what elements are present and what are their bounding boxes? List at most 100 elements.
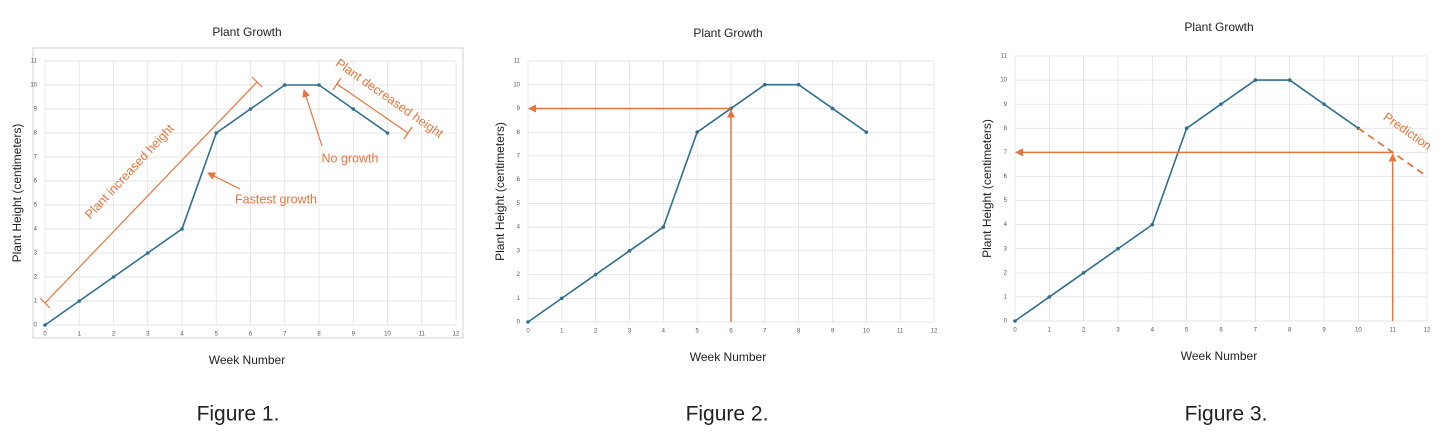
annotation: Plant decreased height [333,56,446,141]
x-tick-label: 3 [1116,328,1120,334]
y-tick-label: 2 [517,272,521,278]
y-tick-label: 2 [34,275,38,281]
y-axis-label: Plant Height (centimeters) [980,119,994,258]
data-point [1253,78,1258,82]
data-point [282,83,287,87]
x-tick-label: 6 [249,332,253,338]
y-axis-label: Plant Height (centimeters) [493,122,507,261]
bracket-cap [332,77,342,91]
data-point [111,275,116,279]
x-tick-label: 9 [831,329,835,335]
x-tick-label: 1 [78,332,82,338]
data-point [145,251,150,255]
y-tick-label: 6 [34,179,38,185]
y-tick-label: 8 [517,130,521,136]
y-tick-label: 7 [34,155,38,161]
y-tick-label: 5 [34,203,38,209]
data-point [763,82,767,87]
x-tick-label: 7 [283,332,287,338]
x-tick-label: 1 [560,329,564,335]
data-point [796,82,801,87]
x-tick-label: 0 [526,329,530,335]
data-point [864,130,869,134]
data-point [627,249,632,253]
data-point [695,130,699,134]
x-tick-label: 11 [419,332,426,338]
data-point [1047,295,1052,299]
y-tick-label: 9 [1004,102,1008,108]
y-tick-label: 0 [1004,319,1008,325]
y-tick-label: 0 [517,320,521,326]
y-tick-label: 4 [517,225,521,231]
y-tick-label: 9 [517,106,521,112]
annotation: No growth [322,151,379,165]
x-tick-label: 9 [1322,328,1326,334]
bracket-decrease [336,83,409,134]
bracket-cap [39,297,51,309]
annotation: Plant increased height [82,121,177,221]
x-tick-label: 8 [797,329,801,335]
data-point [593,272,598,277]
x-tick-label: 3 [146,332,150,338]
arrow-no-growth [302,89,323,147]
data-point [248,107,253,111]
x-tick-label: 0 [43,332,47,338]
x-tick-label: 9 [352,332,356,338]
y-tick-label: 10 [1000,78,1007,84]
x-tick-label: 8 [1288,328,1292,334]
x-tick-label: 0 [1013,328,1017,334]
y-tick-label: 11 [31,59,38,65]
y-tick-label: 6 [1004,174,1008,180]
bracket-cap [251,76,263,88]
data-point [385,131,390,135]
selection-frame [32,47,464,339]
x-tick-label: 11 [1390,328,1397,334]
x-tick-label: 1 [1048,328,1052,334]
figure-caption: Figure 3. [1185,403,1268,426]
x-axis-label: Week Number [690,350,766,364]
figure-caption: Figure 1. [197,403,280,426]
data-point [180,227,184,231]
data-point [830,106,835,111]
data-point [1322,102,1326,106]
prediction-line [1357,127,1428,178]
y-axis-label: Plant Height (centimeters) [10,124,24,263]
y-tick-label: 5 [1004,198,1008,204]
chart-title: Plant Growth [212,25,281,39]
x-tick-label: 12 [453,332,460,338]
y-tick-label: 3 [1004,246,1008,252]
x-tick-label: 3 [628,329,632,335]
y-tick-label: 1 [34,299,38,305]
data-point [1081,271,1086,275]
y-tick-label: 8 [34,131,38,137]
x-tick-label: 12 [931,329,938,335]
y-tick-label: 7 [1004,150,1008,156]
x-tick-label: 8 [317,332,321,338]
x-tick-label: 4 [662,329,666,335]
x-tick-label: 12 [1424,328,1431,334]
data-point [1184,126,1189,131]
chart-title: Plant Growth [693,26,762,40]
data-point [1287,78,1292,82]
data-point [1013,319,1017,323]
y-tick-label: 3 [34,251,38,257]
data-point [351,107,356,111]
y-tick-label: 7 [517,153,521,159]
x-tick-label: 11 [897,329,904,335]
x-tick-label: 5 [695,329,699,335]
annotation: Fastest growth [235,192,317,206]
data-point [526,320,530,324]
y-tick-label: 2 [1004,270,1008,276]
y-tick-label: 9 [34,107,38,113]
y-tick-label: 8 [1004,126,1008,132]
data-point [1150,222,1155,227]
y-tick-label: 1 [1004,294,1008,300]
y-tick-label: 11 [1001,54,1008,60]
x-tick-label: 4 [1151,328,1155,334]
x-tick-label: 6 [729,329,733,335]
x-tick-label: 10 [384,332,391,338]
y-tick-label: 4 [1004,222,1008,228]
x-tick-label: 7 [1254,328,1258,334]
y-tick-label: 3 [517,248,521,254]
bracket-cap [403,126,413,140]
